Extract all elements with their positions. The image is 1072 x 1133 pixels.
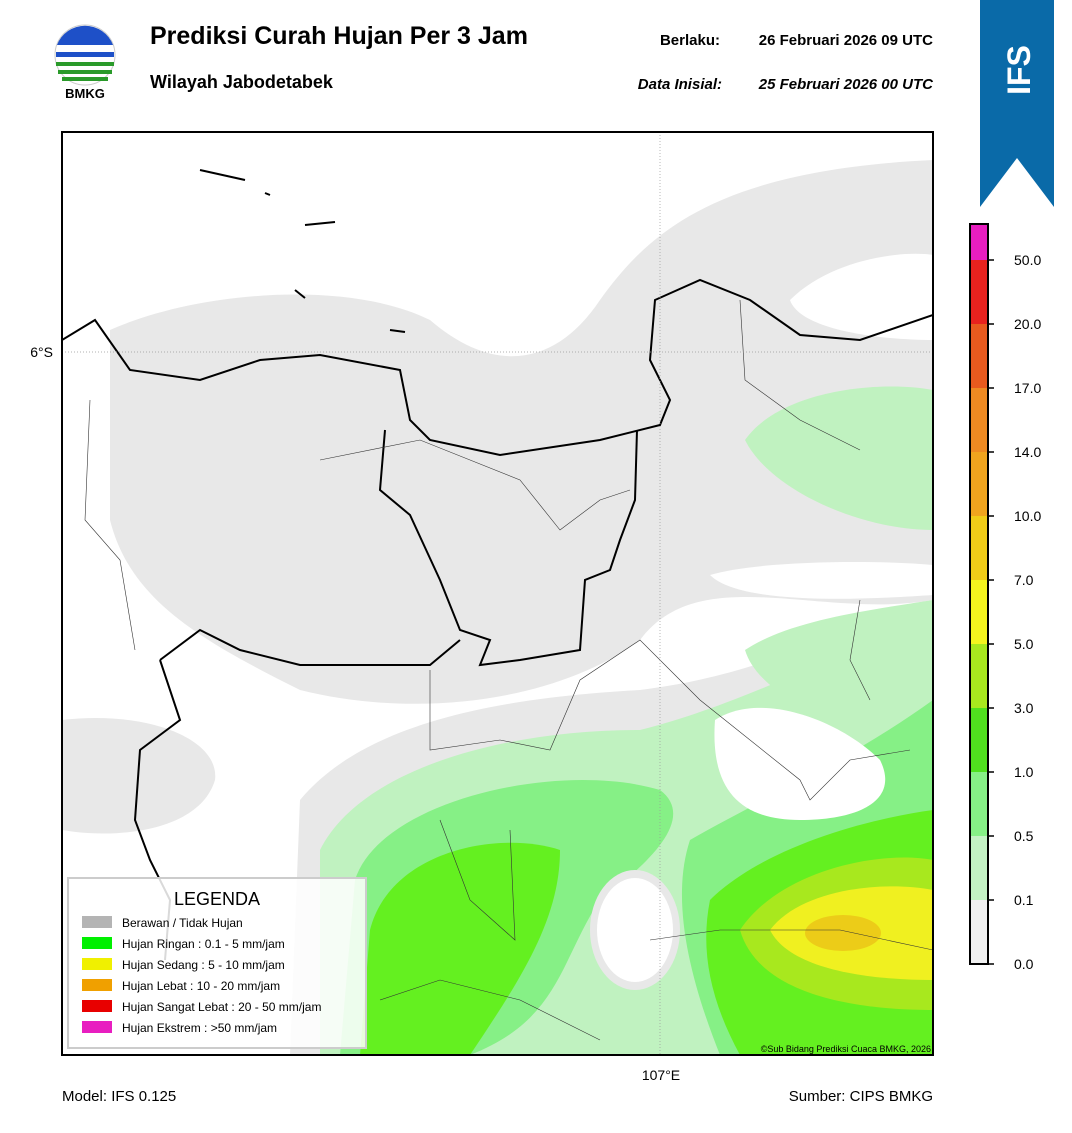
colorbar-tick-label: 14.0 [1014, 444, 1041, 460]
colorbar-segment [970, 224, 988, 260]
colorbar-segment [970, 580, 988, 644]
colorbar-tick-label: 7.0 [1014, 572, 1034, 588]
logo: BMKG [54, 24, 116, 101]
colorbar-tick-label: 0.5 [1014, 828, 1034, 844]
lon-label: 107°E [642, 1067, 680, 1083]
subtitle: Wilayah Jabodetabek [150, 72, 334, 92]
badge-text: IFS [1001, 45, 1037, 95]
colorbar-tick-label: 10.0 [1014, 508, 1041, 524]
valid-label: Berlaku: [660, 32, 720, 49]
colorbar-segment [970, 708, 988, 772]
legend-swatch [82, 1021, 112, 1033]
badge: IFS [980, 0, 1054, 207]
legend-swatch [82, 916, 112, 928]
colorbar-tick-label: 1.0 [1014, 764, 1034, 780]
lat-label: 6°S [30, 344, 53, 360]
colorbar: 50.0 20.0 17.0 14.0 10.0 7.0 5.0 3.0 1.0 0.5 0.1 0.… [969, 223, 1041, 972]
valid-time: 26 Februari 2026 09 UTC [759, 32, 933, 49]
colorbar-tick-label: 50.0 [1014, 252, 1041, 268]
legend-swatch [82, 979, 112, 991]
colorbar-segment [970, 772, 988, 836]
footer-source: Sumber: CIPS BMKG [789, 1088, 933, 1105]
colorbar-tick-label: 0.0 [1014, 956, 1034, 972]
colorbar-tick-label: 3.0 [1014, 700, 1034, 716]
legend-title: LEGENDA [174, 889, 260, 909]
colorbar-segment [970, 836, 988, 900]
colorbar-segment [970, 324, 988, 388]
colorbar-frame [969, 223, 989, 965]
footer-model: Model: IFS 0.125 [62, 1088, 176, 1105]
colorbar-segment [970, 452, 988, 516]
colorbar-segment [970, 260, 988, 324]
legend-label: Hujan Lebat : 10 - 20 mm/jam [122, 979, 280, 993]
colorbar-segment [970, 516, 988, 580]
colorbar-tick-label: 5.0 [1014, 636, 1034, 652]
legend-label: Hujan Sangat Lebat : 20 - 50 mm/jam [122, 1000, 321, 1014]
legend-label: Berawan / Tidak Hujan [122, 916, 243, 930]
colorbar-tick-label: 0.1 [1014, 892, 1034, 908]
legend-swatch [82, 937, 112, 949]
colorbar-segment [970, 644, 988, 708]
title: Prediksi Curah Hujan Per 3 Jam [150, 22, 528, 50]
legend-label: Hujan Ringan : 0.1 - 5 mm/jam [122, 937, 285, 951]
legend-label: Hujan Ekstrem : >50 mm/jam [122, 1021, 277, 1035]
credit: ©Sub Bidang Prediksi Cuaca BMKG, 2026 [761, 1044, 931, 1054]
colorbar-tick-label: 17.0 [1014, 380, 1041, 396]
colorbar-segment [970, 388, 988, 452]
legend: LEGENDA Berawan / Tidak Hujan Hujan Ringa… [67, 877, 367, 1049]
legend-label: Hujan Sedang : 5 - 10 mm/jam [122, 958, 285, 972]
logo-text: BMKG [65, 86, 105, 101]
init-time: 25 Februari 2026 00 UTC [758, 76, 934, 93]
legend-swatch [82, 958, 112, 970]
legend-swatch [82, 1000, 112, 1012]
map: 6°S 107°E ©Sub Bidang Prediksi Cuaca BMK… [30, 131, 934, 1083]
colorbar-tick-label: 20.0 [1014, 316, 1041, 332]
colorbar-segment [970, 900, 988, 964]
init-label: Data Inisial: [638, 76, 722, 93]
